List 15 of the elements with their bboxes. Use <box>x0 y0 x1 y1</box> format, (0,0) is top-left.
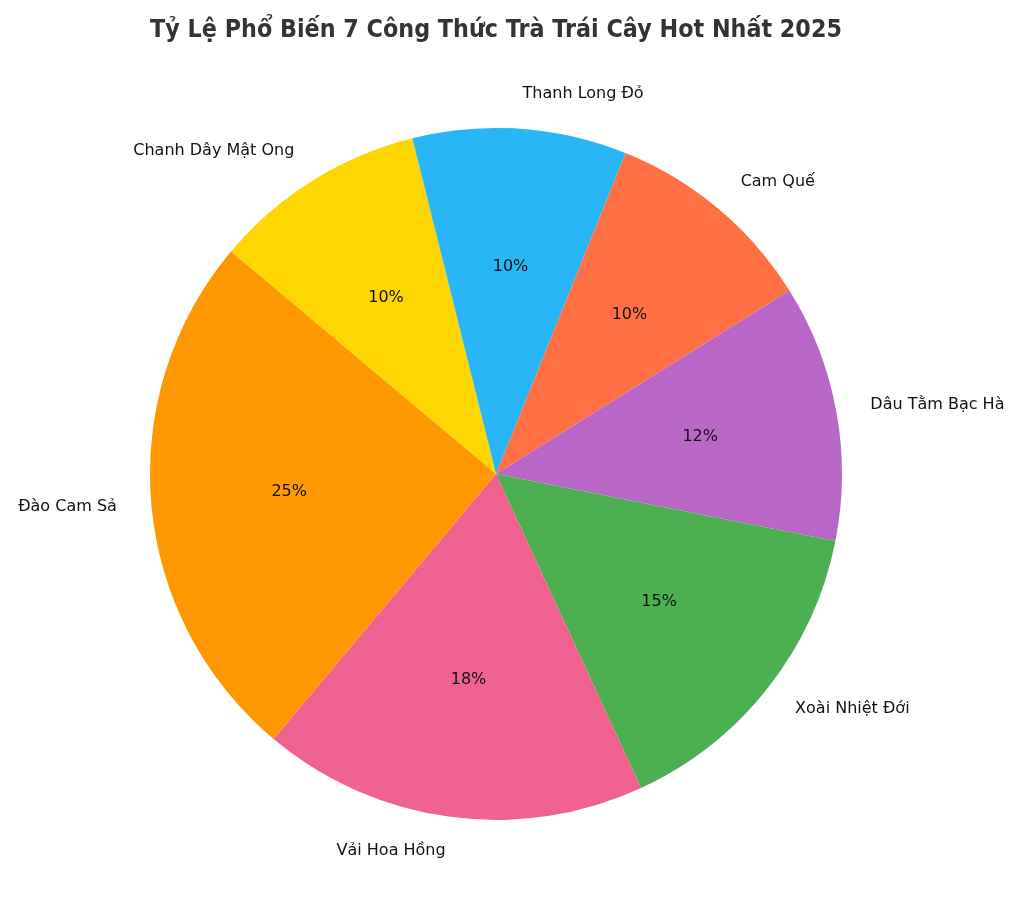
data-label: 25% <box>271 481 307 501</box>
data-label: 18% <box>450 668 487 688</box>
chart-title: Tỷ Lệ Phổ Biến 7 Công Thức Trà Trái Cây Hot Nhất 2025 <box>150 13 842 42</box>
slice-label: Cam Quế <box>740 171 816 191</box>
slice-label: Vải Hoa Hồng <box>336 840 446 860</box>
slice-label: Thanh Long Đỏ <box>521 83 644 103</box>
slice-label: Chanh Dây Mật Ong <box>133 140 295 160</box>
slice-label: Đào Cam Sả <box>18 496 117 516</box>
data-label: 15% <box>641 591 677 611</box>
data-label: 10% <box>492 255 529 275</box>
slice-label: Dâu Tằm Bạc Hà <box>870 394 1005 414</box>
data-label: 10% <box>368 287 404 306</box>
slice-label: Xoài Nhiệt Đới <box>795 698 910 718</box>
data-label: 10% <box>611 304 648 324</box>
data-label: 12% <box>682 425 718 445</box>
